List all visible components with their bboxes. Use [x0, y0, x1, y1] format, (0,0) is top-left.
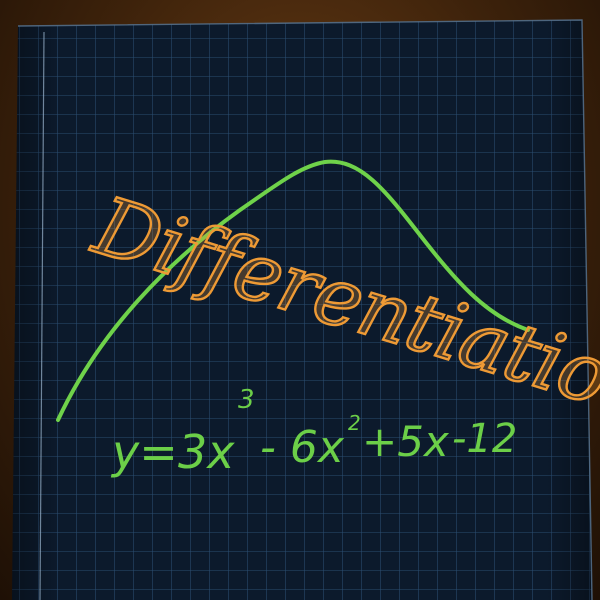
- equation-exponent-2: 2: [348, 411, 361, 435]
- equation-term-1: 3x: [178, 425, 235, 479]
- graph-paper-sheet: [12, 19, 593, 600]
- equation-term-4: -12: [452, 416, 517, 462]
- equation-lhs: y=: [110, 425, 178, 479]
- equation-term-3: +5x: [362, 417, 450, 466]
- cubic-curve: [56, 159, 530, 422]
- equation: y= 3x 3 - 6x 2 +5x -12: [110, 385, 517, 479]
- page-margin-line: [39, 31, 45, 600]
- equation-exponent-1: 3: [238, 385, 255, 415]
- equation-term-2: - 6x: [260, 422, 345, 473]
